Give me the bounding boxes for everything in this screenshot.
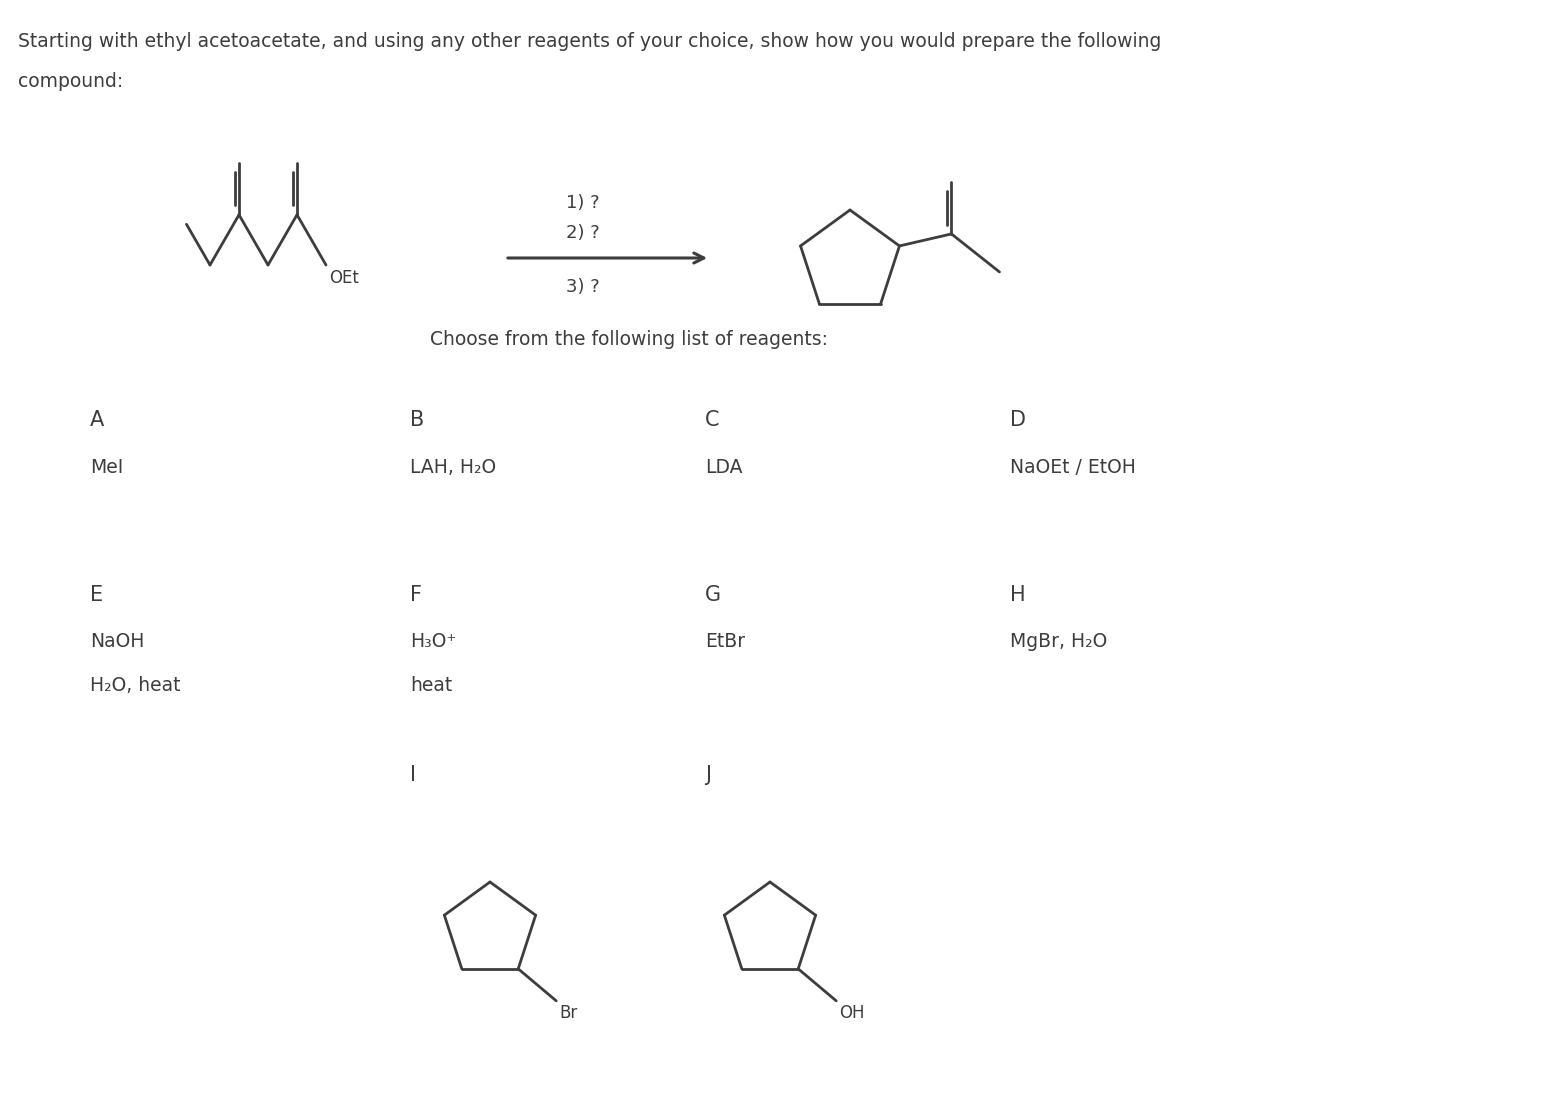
Text: 1) ?: 1) ?: [566, 194, 599, 212]
Text: E: E: [90, 585, 103, 605]
Text: NaOH: NaOH: [90, 632, 145, 651]
Text: A: A: [90, 410, 104, 430]
Text: MeI: MeI: [90, 458, 123, 477]
Text: Br: Br: [560, 1004, 577, 1021]
Text: H₃O⁺: H₃O⁺: [410, 632, 457, 651]
Text: 2) ?: 2) ?: [566, 224, 599, 242]
Text: 3) ?: 3) ?: [566, 278, 599, 296]
Text: H₂O, heat: H₂O, heat: [90, 676, 181, 696]
Text: Starting with ethyl acetoacetate, and using any other reagents of your choice, s: Starting with ethyl acetoacetate, and us…: [19, 32, 1161, 52]
Text: F: F: [410, 585, 422, 605]
Text: compound:: compound:: [19, 72, 123, 91]
Text: MgBr, H₂O: MgBr, H₂O: [1010, 632, 1107, 651]
Text: J: J: [705, 765, 711, 785]
Text: H: H: [1010, 585, 1026, 605]
Text: heat: heat: [410, 676, 452, 696]
Text: OEt: OEt: [329, 269, 359, 287]
Text: I: I: [410, 765, 416, 785]
Text: LDA: LDA: [705, 458, 742, 477]
Text: LAH, H₂O: LAH, H₂O: [410, 458, 496, 477]
Text: OH: OH: [839, 1004, 865, 1021]
Text: C: C: [705, 410, 720, 430]
Text: B: B: [410, 410, 424, 430]
Text: NaOEt / EtOH: NaOEt / EtOH: [1010, 458, 1137, 477]
Text: D: D: [1010, 410, 1026, 430]
Text: EtBr: EtBr: [705, 632, 745, 651]
Text: Choose from the following list of reagents:: Choose from the following list of reagen…: [430, 330, 828, 349]
Text: G: G: [705, 585, 722, 605]
